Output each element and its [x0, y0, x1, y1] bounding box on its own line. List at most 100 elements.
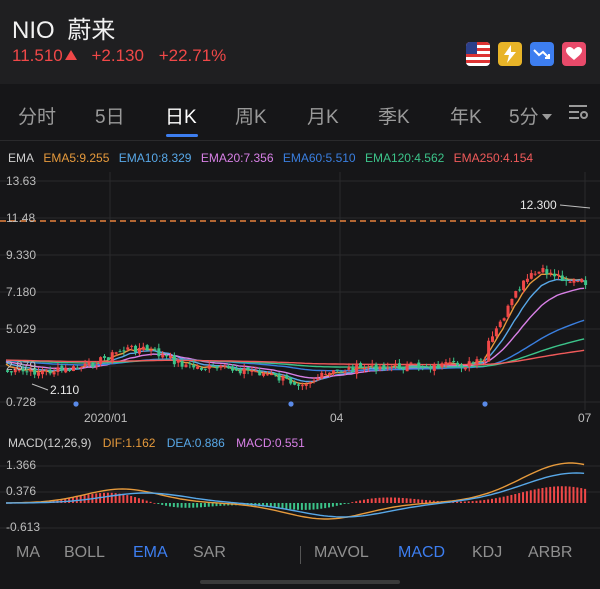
ema250-value: EMA250:4.154	[453, 151, 534, 165]
candle-body	[238, 368, 242, 374]
quote-header: NIO 蔚来 11.510 +2.130 +22.71%	[0, 0, 600, 84]
candle-body	[487, 340, 491, 362]
macd-bar	[421, 499, 424, 503]
date-label-2020-01: 2020/01	[84, 411, 128, 425]
candle-body	[25, 371, 29, 373]
macd-bar	[203, 503, 206, 508]
macd-bar	[126, 495, 129, 503]
candle-body	[265, 374, 269, 376]
chart-settings-icon[interactable]	[566, 100, 590, 124]
candle-body	[537, 271, 541, 274]
heart-icon[interactable]	[562, 42, 586, 66]
tab-monthly-k[interactable]: 月K	[307, 107, 339, 128]
macd-bar	[459, 501, 462, 503]
price-label-2.879: 2.879	[6, 359, 36, 373]
period-tabs: 分时 5日 日K 周K 月K 季K 年K 5分	[0, 96, 600, 136]
us-flag-icon[interactable]	[466, 42, 490, 66]
candle-body	[397, 363, 401, 369]
candle-body	[203, 368, 207, 370]
candle-body	[456, 362, 460, 366]
divider	[300, 546, 301, 564]
tab-yearly-k[interactable]: 年K	[450, 107, 482, 128]
macd-bar	[362, 499, 365, 503]
indicator-ema[interactable]: EMA	[133, 544, 168, 561]
macd-bar	[514, 494, 517, 503]
candle-body	[29, 368, 33, 372]
macd-bar	[149, 501, 152, 503]
candle-body	[137, 347, 141, 354]
candle-body	[421, 366, 425, 368]
macd-bar	[549, 486, 552, 503]
macd-bar	[277, 503, 280, 509]
candle-body	[277, 373, 281, 381]
candle-body	[529, 273, 533, 279]
macd-bar	[417, 499, 420, 503]
macd-bar	[110, 492, 113, 503]
candle-body	[37, 372, 41, 376]
macd-bar	[425, 500, 428, 503]
lightning-icon[interactable]	[498, 42, 522, 66]
candle-body	[444, 362, 448, 365]
event-marker[interactable]	[288, 401, 294, 407]
candle-body	[584, 280, 588, 286]
macd-bar	[537, 488, 540, 503]
candle-body	[149, 349, 153, 352]
indicator-kdj[interactable]: KDJ	[472, 544, 503, 561]
candle-body	[425, 366, 429, 368]
candle-body	[192, 364, 196, 368]
candle-body	[413, 363, 417, 365]
macd-bar	[394, 497, 396, 503]
macd-grid	[0, 465, 600, 529]
macd-bar	[103, 492, 105, 503]
indicator-mavol[interactable]: MAVOL	[314, 544, 369, 561]
candle-body	[141, 346, 145, 350]
candle-body	[231, 366, 235, 371]
macd-bar	[141, 499, 144, 503]
macd-bar	[308, 503, 311, 510]
price-change-percent: +22.71%	[158, 46, 227, 65]
indicator-macd[interactable]: MACD	[398, 544, 446, 561]
macd-bar	[269, 503, 272, 508]
macd-bar	[289, 503, 292, 510]
trend-down-icon[interactable]	[530, 42, 554, 66]
candle-body	[525, 278, 529, 282]
tab-5day[interactable]: 5日	[95, 107, 125, 128]
tab-intraday[interactable]: 分时	[18, 107, 57, 128]
candle-body	[161, 354, 165, 358]
macd-bar	[328, 503, 331, 508]
candle-body	[200, 367, 203, 370]
candle-body	[320, 372, 324, 379]
macd-bar	[223, 503, 226, 506]
tab-5min[interactable]: 5分	[509, 102, 552, 129]
indicator-ma[interactable]: MA	[16, 544, 40, 561]
candle-body	[339, 371, 343, 373]
macd-macd-value: MACD:0.551	[236, 436, 305, 450]
tab-daily-k[interactable]: 日K	[165, 107, 197, 128]
macd-bar	[71, 497, 74, 503]
price-line: 11.510 +2.130 +22.71%	[12, 46, 236, 66]
indicator-sar[interactable]: SAR	[193, 544, 226, 561]
candle-body	[553, 273, 557, 277]
price-label-13.63: 13.63	[6, 174, 36, 188]
candle-body	[176, 360, 180, 363]
tab-weekly-k[interactable]: 周K	[235, 107, 267, 128]
macd-bar	[122, 494, 125, 503]
candle-body	[281, 376, 285, 381]
candle-body	[580, 278, 584, 283]
macd-bar	[428, 500, 431, 503]
candle-body	[522, 280, 526, 291]
candle-body	[405, 364, 409, 372]
price-grid	[0, 172, 600, 410]
event-marker[interactable]	[482, 401, 488, 407]
candle-body	[242, 368, 246, 374]
event-marker[interactable]	[73, 401, 79, 407]
last-price: 11.510	[12, 46, 77, 65]
indicator-boll[interactable]: BOLL	[64, 544, 105, 561]
tab-quarterly-k[interactable]: 季K	[378, 107, 410, 128]
candlestick-chart[interactable]: 12.300 2.110 13.63 11.48 9.330 7.180 5.0…	[0, 0, 600, 540]
indicator-arbr[interactable]: ARBR	[528, 544, 573, 561]
candle-body	[409, 362, 413, 364]
candle-body	[401, 367, 405, 370]
candle-body	[153, 348, 157, 350]
macd-bar	[192, 503, 195, 508]
